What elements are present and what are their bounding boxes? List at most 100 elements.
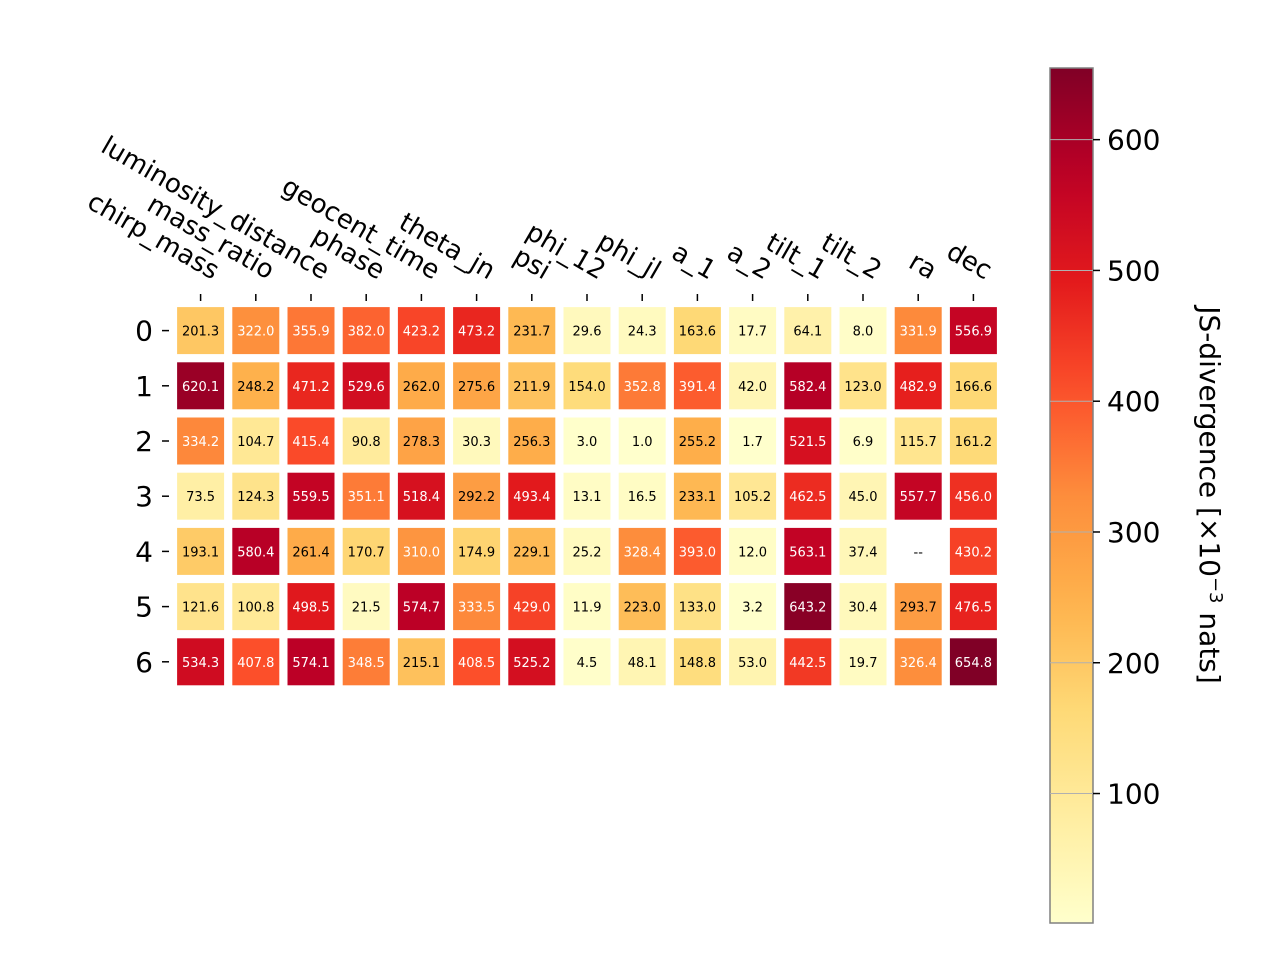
- heatmap-cell: [232, 417, 280, 465]
- cell-label: 262.0: [403, 380, 440, 395]
- cell-label: 391.4: [679, 380, 716, 395]
- cell-label: 233.1: [679, 490, 716, 505]
- heatmap-cells: 201.3 322.0 355.9 382.0 423.2 473.2 231.7 29.6 2…: [177, 307, 997, 686]
- heatmap-cell: [342, 638, 390, 686]
- cell-label: 3.2: [742, 601, 763, 616]
- cell-label: 293.7: [900, 601, 937, 616]
- heatmap-cell: [453, 417, 501, 465]
- heatmap-cell: [397, 583, 445, 631]
- heatmap-cell: [287, 638, 335, 686]
- heatmap-cell: [453, 638, 501, 686]
- heatmap-cell: [784, 638, 832, 686]
- cell-label: 12.0: [738, 545, 767, 560]
- cell-label: 211.9: [513, 380, 550, 395]
- cell-label: 255.2: [679, 435, 716, 450]
- cell-label: 462.5: [789, 490, 826, 505]
- cell-label: 430.2: [955, 545, 992, 560]
- heatmap-cell: [618, 527, 666, 575]
- cell-label: 229.1: [513, 545, 550, 560]
- cell-label: 231.7: [513, 325, 550, 340]
- heatmap-cell: [784, 307, 832, 355]
- heatmap-cell: [563, 583, 611, 631]
- heatmap-cell: [453, 583, 501, 631]
- cell-label: 42.0: [738, 380, 767, 395]
- cell-label: --: [914, 545, 924, 560]
- x-tick-label: ra: [904, 247, 942, 286]
- cell-label: 4.5: [577, 656, 598, 671]
- heatmap-cell: [894, 417, 942, 465]
- heatmap-cell: [729, 307, 777, 355]
- cell-label: 248.2: [237, 380, 274, 395]
- heatmap-cell: [673, 362, 721, 410]
- heatmap-cell: [673, 417, 721, 465]
- heatmap-cell: [342, 417, 390, 465]
- colorbar: 100 200 300 400 500 600 JS-divergence [×10−3 …: [1049, 67, 1227, 924]
- heatmap-cell: [508, 417, 556, 465]
- cell-label: 326.4: [900, 656, 937, 671]
- heatmap-cell: [673, 638, 721, 686]
- cell-label: 574.1: [292, 656, 329, 671]
- heatmap-cell: [894, 362, 942, 410]
- heatmap-cell: [508, 638, 556, 686]
- cell-label: 292.2: [458, 490, 495, 505]
- heatmap-cell: [177, 307, 225, 355]
- heatmap-cell: [342, 362, 390, 410]
- heatmap-cell: [453, 527, 501, 575]
- cell-label: 654.8: [955, 656, 992, 671]
- heatmap-cell: [563, 638, 611, 686]
- cell-label: 348.5: [348, 656, 385, 671]
- cell-label: 17.7: [738, 325, 767, 340]
- heatmap-cell: [784, 527, 832, 575]
- heatmap-cell: [232, 527, 280, 575]
- heatmap-cell: [287, 527, 335, 575]
- heatmap-cell: [397, 362, 445, 410]
- heatmap-cell: [563, 472, 611, 520]
- heatmap-cell: [287, 472, 335, 520]
- cell-label: 415.4: [292, 435, 329, 450]
- heatmap-cell: [397, 527, 445, 575]
- heatmap-cell: [342, 527, 390, 575]
- cell-label: 37.4: [849, 545, 878, 560]
- y-tick-label: 4: [135, 535, 153, 568]
- heatmap-cell: [673, 527, 721, 575]
- cell-label: 48.1: [628, 656, 657, 671]
- heatmap-cell: [563, 527, 611, 575]
- heatmap-cell: [894, 472, 942, 520]
- cell-label: 124.3: [237, 490, 274, 505]
- colorbar-tick-label: 300: [1107, 516, 1160, 549]
- cell-label: 148.8: [679, 656, 716, 671]
- heatmap-cell: [287, 362, 335, 410]
- heatmap-cell: [839, 472, 887, 520]
- x-tick-label: dec: [941, 237, 997, 286]
- cell-label: 331.9: [900, 325, 937, 340]
- cell-label: 408.5: [458, 656, 495, 671]
- heatmap-cell: [618, 472, 666, 520]
- heatmap-cell: [618, 583, 666, 631]
- heatmap-cell: [508, 362, 556, 410]
- heatmap-cell: [397, 417, 445, 465]
- cell-label: 493.4: [513, 490, 550, 505]
- cell-label: 53.0: [738, 656, 767, 671]
- heatmap-cell: [397, 307, 445, 355]
- cell-label: 1.7: [742, 435, 763, 450]
- cell-label: 256.3: [513, 435, 550, 450]
- cell-label: 261.4: [292, 545, 329, 560]
- heatmap-cell: [397, 472, 445, 520]
- heatmap-cell: [949, 362, 997, 410]
- heatmap-cell: [729, 638, 777, 686]
- heatmap-cell: [563, 417, 611, 465]
- heatmap-cell: [232, 638, 280, 686]
- heatmap-cell: [508, 307, 556, 355]
- heatmap-cell: [784, 583, 832, 631]
- cell-label: 215.1: [403, 656, 440, 671]
- heatmap-cell: [508, 472, 556, 520]
- cell-label: 620.1: [182, 380, 219, 395]
- cell-label: 123.0: [844, 380, 881, 395]
- heatmap-cell: [784, 472, 832, 520]
- cell-label: 355.9: [292, 325, 329, 340]
- cell-label: 11.9: [573, 601, 602, 616]
- cell-label: 154.0: [568, 380, 605, 395]
- cell-label: 13.1: [573, 490, 602, 505]
- heatmap-cell: [232, 472, 280, 520]
